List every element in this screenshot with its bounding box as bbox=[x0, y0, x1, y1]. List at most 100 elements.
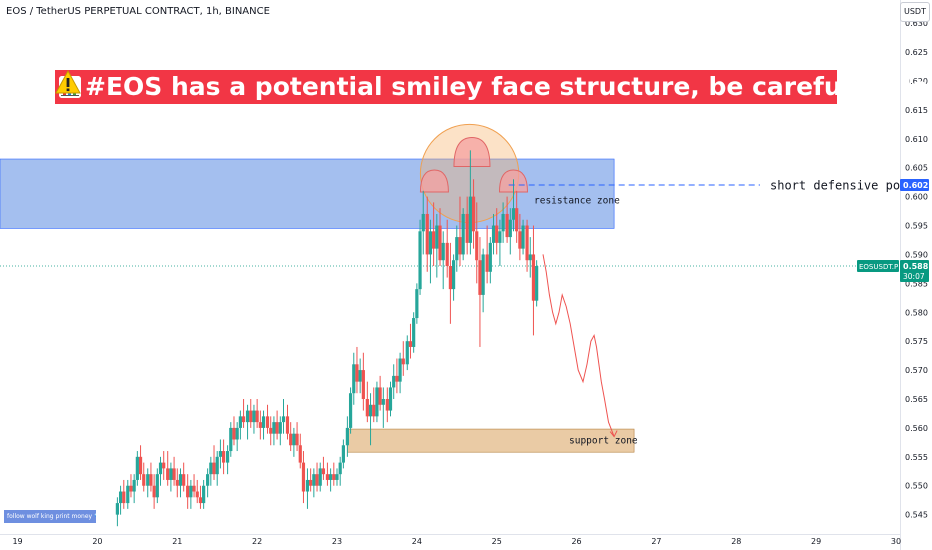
candle-body[interactable] bbox=[338, 462, 342, 475]
candle-body[interactable] bbox=[398, 358, 402, 382]
candle-body[interactable] bbox=[118, 491, 123, 504]
candle-body[interactable] bbox=[212, 462, 216, 475]
projection-path[interactable] bbox=[542, 254, 615, 437]
candle-body[interactable] bbox=[155, 474, 159, 498]
candle-body[interactable] bbox=[172, 468, 176, 480]
candle-body[interactable] bbox=[455, 237, 459, 261]
candle-body[interactable] bbox=[495, 225, 499, 243]
candle-body[interactable] bbox=[192, 485, 196, 492]
candle-body[interactable] bbox=[178, 474, 183, 486]
candle-body[interactable] bbox=[252, 410, 256, 423]
candle-body[interactable] bbox=[198, 497, 203, 504]
candle-body[interactable] bbox=[235, 427, 239, 440]
candle-body[interactable] bbox=[498, 231, 502, 243]
candle-body[interactable] bbox=[245, 410, 250, 423]
candle-body[interactable] bbox=[232, 427, 236, 440]
candle-body[interactable] bbox=[368, 404, 373, 417]
currency-selector[interactable]: USDT bbox=[900, 2, 930, 22]
candle-body[interactable] bbox=[361, 370, 365, 399]
candle-body[interactable] bbox=[182, 474, 186, 486]
candle-body[interactable] bbox=[535, 266, 539, 301]
candle-body[interactable] bbox=[448, 266, 452, 290]
candle-body[interactable] bbox=[478, 260, 482, 295]
candle-body[interactable] bbox=[332, 474, 336, 480]
candle-body[interactable] bbox=[281, 416, 286, 423]
candle-body[interactable] bbox=[225, 451, 230, 463]
candle-body[interactable] bbox=[515, 208, 519, 232]
candle-body[interactable] bbox=[461, 213, 465, 255]
smiley-left-eye[interactable] bbox=[419, 169, 449, 193]
candle-body[interactable] bbox=[292, 433, 296, 446]
candle-body[interactable] bbox=[531, 254, 536, 301]
resistance-zone[interactable] bbox=[0, 158, 615, 229]
candle-body[interactable] bbox=[501, 213, 505, 232]
candle-body[interactable] bbox=[421, 213, 425, 232]
candle-body[interactable] bbox=[209, 462, 213, 475]
candle-body[interactable] bbox=[505, 213, 509, 238]
candle-body[interactable] bbox=[229, 427, 233, 452]
candle-body[interactable] bbox=[309, 479, 313, 486]
candle-body[interactable] bbox=[169, 468, 173, 480]
candle-body[interactable] bbox=[451, 260, 456, 290]
candle-body[interactable] bbox=[278, 422, 282, 434]
candle-body[interactable] bbox=[358, 370, 362, 382]
candle-body[interactable] bbox=[485, 254, 489, 272]
candle-body[interactable] bbox=[269, 427, 273, 434]
candle-body[interactable] bbox=[355, 364, 359, 382]
candle-body[interactable] bbox=[392, 375, 396, 388]
candle-body[interactable] bbox=[135, 456, 139, 480]
candle-body[interactable] bbox=[365, 399, 369, 417]
candle-body[interactable] bbox=[158, 462, 163, 475]
candle-body[interactable] bbox=[275, 422, 279, 434]
candle-body[interactable] bbox=[202, 485, 206, 504]
candle-body[interactable] bbox=[195, 491, 199, 498]
candle-body[interactable] bbox=[395, 375, 399, 382]
candle-body[interactable] bbox=[238, 416, 242, 428]
candle-body[interactable] bbox=[335, 474, 339, 480]
candle-body[interactable] bbox=[348, 393, 353, 428]
symbol-title[interactable]: EOS / TetherUS PERPETUAL CONTRACT, 1h, B… bbox=[6, 6, 270, 17]
candle-body[interactable] bbox=[166, 468, 170, 480]
candle-body[interactable] bbox=[345, 427, 349, 446]
candle-body[interactable] bbox=[468, 196, 472, 243]
candle-body[interactable] bbox=[418, 231, 422, 290]
candle-body[interactable] bbox=[329, 474, 333, 480]
candle-body[interactable] bbox=[385, 399, 389, 411]
candle-body[interactable] bbox=[285, 416, 290, 434]
candle-body[interactable] bbox=[412, 318, 416, 347]
candle-body[interactable] bbox=[352, 364, 356, 394]
candle-body[interactable] bbox=[312, 474, 316, 486]
candle-body[interactable] bbox=[255, 410, 259, 423]
candle-body[interactable] bbox=[408, 341, 413, 347]
smiley-top-arch[interactable] bbox=[453, 137, 491, 168]
candle-body[interactable] bbox=[122, 491, 126, 504]
candle-body[interactable] bbox=[261, 416, 266, 428]
candle-body[interactable] bbox=[372, 404, 376, 417]
candle-body[interactable] bbox=[321, 468, 326, 475]
candle-body[interactable] bbox=[218, 451, 223, 457]
candle-body[interactable] bbox=[405, 341, 409, 365]
candle-body[interactable] bbox=[525, 225, 529, 261]
candle-body[interactable] bbox=[138, 456, 143, 475]
candle-body[interactable] bbox=[318, 468, 322, 486]
candle-body[interactable] bbox=[481, 254, 485, 295]
candle-body[interactable] bbox=[301, 462, 306, 492]
candle-body[interactable] bbox=[126, 485, 130, 504]
candle-body[interactable] bbox=[511, 208, 516, 220]
candle-body[interactable] bbox=[298, 445, 302, 463]
candle-body[interactable] bbox=[415, 289, 419, 319]
candle-body[interactable] bbox=[471, 196, 476, 232]
candle-body[interactable] bbox=[445, 242, 449, 266]
candle-body[interactable] bbox=[241, 416, 246, 423]
candle-body[interactable] bbox=[315, 474, 319, 486]
candle-body[interactable] bbox=[189, 485, 193, 498]
candle-body[interactable] bbox=[265, 416, 270, 428]
candle-body[interactable] bbox=[325, 474, 330, 480]
candle-body[interactable] bbox=[162, 462, 166, 469]
candle-body[interactable] bbox=[295, 433, 299, 446]
candle-body[interactable] bbox=[488, 242, 492, 272]
candle-body[interactable] bbox=[425, 213, 429, 255]
candle-body[interactable] bbox=[521, 225, 525, 249]
candle-body[interactable] bbox=[132, 479, 136, 492]
candle-body[interactable] bbox=[149, 474, 153, 486]
